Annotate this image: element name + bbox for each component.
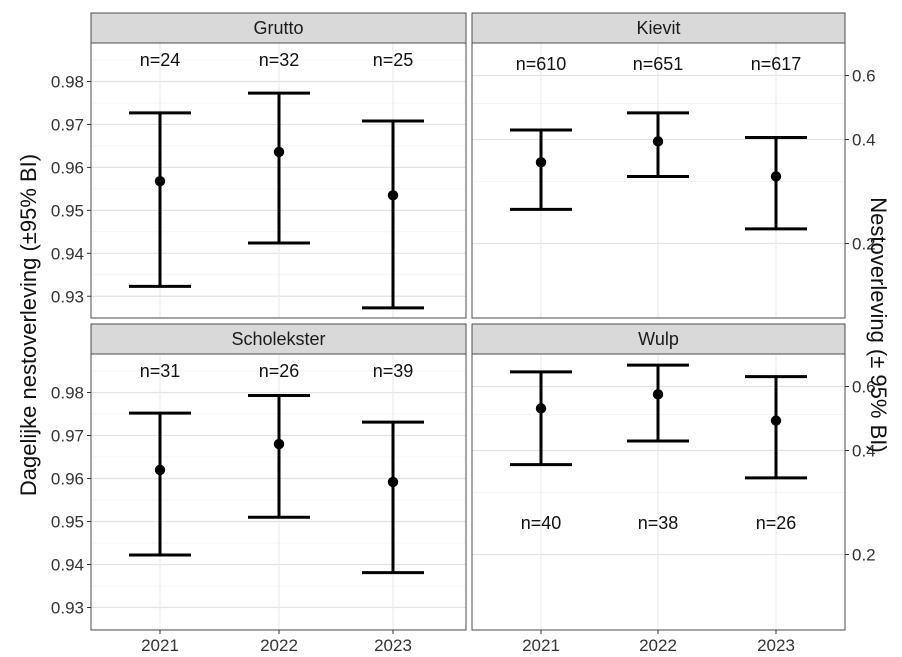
data-point [154,175,166,187]
panel-border [90,42,467,319]
errorbar-2021 [510,128,572,211]
data-point [273,438,285,450]
panel-grutto: Grutto n=24 n=32 n=25 0.98 0.97 0.96 0.95 0.94 0.… [51,12,467,319]
panel-border [471,42,846,319]
sample-size-label: n=38 [638,513,679,533]
data-point [387,190,399,201]
data-point [387,476,399,488]
errorbar-2022 [248,394,310,519]
errorbar-2022 [627,111,689,178]
y-tick-label: 0.93 [51,599,84,618]
data-point [273,146,285,158]
panel-kievit: Kievit n=610 n=651 n=617 0.6 0.4 0.2 [471,12,876,319]
x-tick-label: 2023 [374,636,412,655]
sample-size-label: n=26 [756,513,797,533]
sample-size-label: n=32 [259,50,300,70]
facet-strip [471,12,846,44]
y-tick-label: 0.96 [51,158,84,177]
errorbar-2023 [745,136,807,231]
x-tick-label: 2023 [757,636,795,655]
facet-strip-label: Grutto [253,18,303,38]
facet-strip [90,12,467,44]
errorbar-2021 [129,111,191,288]
y-tick-label: 0.98 [51,384,84,403]
facet-strip-label: Wulp [638,329,679,349]
data-point [770,171,782,182]
y-tick-label: 0.4 [852,442,876,461]
errorbar-2023 [745,375,807,480]
errorbar-2023 [362,119,424,310]
y-tick-label: 0.95 [51,201,84,220]
y-tick-label: 0.2 [852,235,876,254]
y-tick-label: 0.6 [852,378,876,397]
errorbar-2022 [627,363,689,443]
data-point [535,157,547,168]
right-axis-title: Nestoverleving (± 95% BI) [866,197,891,452]
sample-size-label: n=25 [373,50,414,70]
sample-size-label: n=26 [259,361,300,381]
sample-size-label: n=40 [521,513,562,533]
sample-size-label: n=610 [516,54,567,74]
errorbar-2022 [248,91,310,245]
y-tick-label: 0.93 [51,287,84,306]
errorbar-2023 [362,420,424,575]
facet-strip-label: Kievit [636,18,680,38]
sample-size-label: n=617 [751,54,802,74]
panel-scholekster: Scholekster n=31 n=26 n=39 0.98 0.97 0.96 0.95 0… [51,323,467,655]
y-tick-label: 0.94 [51,244,84,263]
y-tick-label: 0.2 [852,546,876,565]
sample-size-label: n=651 [633,54,684,74]
errorbar-2021 [510,370,572,467]
sample-size-label: n=39 [373,361,414,381]
y-tick-label: 0.6 [852,67,876,86]
y-tick-label: 0.94 [51,556,84,575]
x-tick-label: 2021 [141,636,179,655]
data-point [652,136,664,147]
left-axis-title: Dagelijke nestoverleving (±95% BI) [16,154,41,496]
data-point [154,464,166,476]
sample-size-label: n=24 [140,50,181,70]
facet-strip [471,323,846,355]
data-point [535,403,547,414]
y-tick-label: 0.98 [51,73,84,92]
y-tick-label: 0.96 [51,470,84,489]
y-tick-label: 0.97 [51,115,84,134]
x-tick-label: 2022 [260,636,298,655]
errorbar-2021 [129,411,191,557]
y-tick-label: 0.4 [852,131,876,150]
x-tick-label: 2022 [639,636,677,655]
x-tick-label: 2021 [522,636,560,655]
panel-wulp: Wulp n=40 n=38 n=26 0.6 0.4 0.2 2021 2022 2023 [471,323,876,655]
sample-size-label: n=31 [140,361,181,381]
data-point [652,389,664,400]
y-tick-label: 0.97 [51,427,84,446]
data-point [770,415,782,426]
y-tick-label: 0.95 [51,513,84,532]
facet-strip-label: Scholekster [231,329,325,349]
